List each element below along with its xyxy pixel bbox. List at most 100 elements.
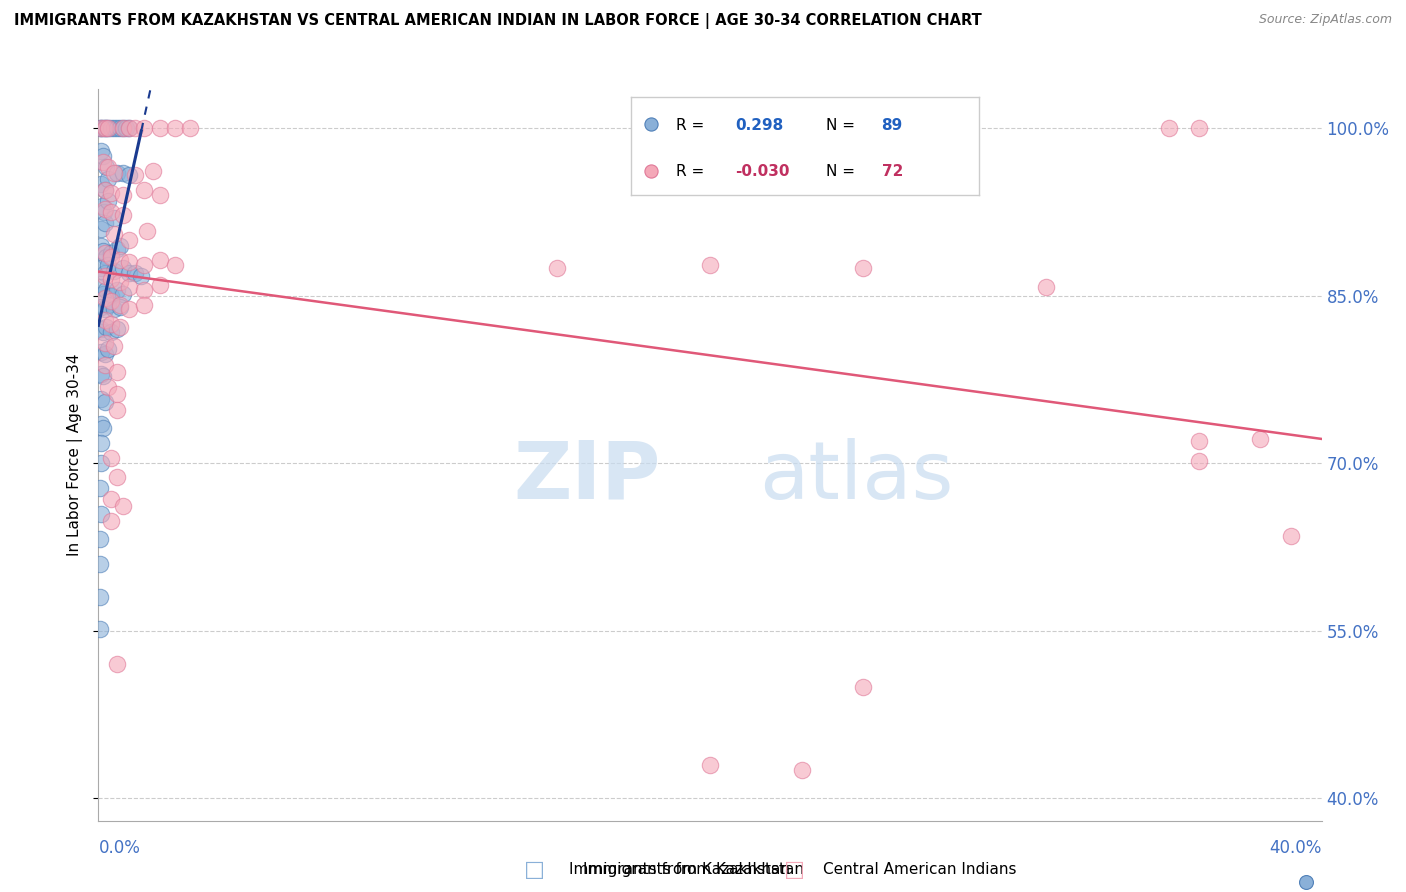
Point bbox=[103, 121, 125, 136]
Text: □: □ bbox=[785, 860, 804, 880]
Point bbox=[90, 121, 112, 136]
Point bbox=[91, 154, 114, 169]
Text: Immigrants from Kazakhstan: Immigrants from Kazakhstan bbox=[583, 863, 804, 877]
Point bbox=[108, 320, 131, 334]
Point bbox=[93, 313, 115, 327]
Point bbox=[91, 420, 114, 434]
Point bbox=[93, 358, 115, 372]
Point bbox=[105, 322, 128, 336]
Point bbox=[118, 121, 141, 136]
Point bbox=[90, 436, 112, 450]
Y-axis label: In Labor Force | Age 30-34: In Labor Force | Age 30-34 bbox=[67, 353, 83, 557]
Point bbox=[100, 250, 122, 264]
Point bbox=[134, 183, 156, 197]
Point bbox=[89, 121, 111, 136]
Point bbox=[93, 183, 115, 197]
Text: Source: ZipAtlas.com: Source: ZipAtlas.com bbox=[1258, 13, 1392, 27]
Point bbox=[105, 283, 128, 297]
Point bbox=[105, 242, 128, 256]
Point bbox=[103, 166, 125, 180]
Point bbox=[94, 283, 117, 297]
Point bbox=[108, 238, 131, 252]
Text: Central American Indians: Central American Indians bbox=[823, 863, 1017, 877]
Text: □: □ bbox=[524, 860, 544, 880]
Point bbox=[93, 347, 115, 361]
Point bbox=[105, 469, 128, 483]
Point bbox=[179, 121, 201, 136]
Point bbox=[134, 121, 156, 136]
Point bbox=[97, 343, 120, 357]
Point bbox=[111, 499, 134, 513]
Point bbox=[699, 757, 721, 772]
Point bbox=[1188, 121, 1211, 136]
Point bbox=[1279, 529, 1302, 543]
Point bbox=[129, 268, 152, 283]
Point bbox=[149, 121, 172, 136]
Point bbox=[90, 260, 112, 275]
Point bbox=[790, 764, 813, 778]
Point bbox=[100, 317, 122, 331]
Point bbox=[136, 224, 159, 238]
Point bbox=[699, 258, 721, 272]
Point bbox=[118, 280, 141, 294]
Point bbox=[163, 258, 186, 272]
Point bbox=[91, 121, 114, 136]
Point bbox=[90, 121, 112, 136]
Point bbox=[149, 253, 172, 268]
Point bbox=[103, 339, 125, 353]
Point bbox=[124, 121, 146, 136]
Point bbox=[100, 205, 122, 219]
Point bbox=[103, 264, 125, 278]
Point bbox=[115, 121, 138, 136]
Point bbox=[97, 258, 120, 272]
Point bbox=[97, 121, 120, 136]
Point bbox=[1188, 454, 1211, 468]
Point bbox=[118, 255, 141, 269]
Point bbox=[94, 320, 117, 334]
Point bbox=[89, 533, 111, 547]
Point bbox=[90, 280, 112, 294]
Point bbox=[105, 657, 128, 672]
Point bbox=[134, 258, 156, 272]
Point bbox=[97, 161, 120, 175]
Point bbox=[93, 335, 115, 350]
Point bbox=[93, 183, 115, 197]
Point bbox=[94, 161, 117, 175]
Point bbox=[90, 344, 112, 359]
Point bbox=[163, 121, 186, 136]
Point bbox=[91, 369, 114, 384]
Point bbox=[89, 622, 111, 636]
Point bbox=[100, 186, 122, 200]
Point bbox=[852, 260, 875, 275]
Point bbox=[103, 211, 125, 225]
Point bbox=[100, 514, 122, 528]
Point bbox=[111, 260, 134, 275]
Point bbox=[93, 267, 115, 281]
Point bbox=[118, 267, 141, 281]
Point bbox=[93, 205, 115, 219]
Point bbox=[90, 322, 112, 336]
Point bbox=[118, 121, 141, 136]
Point bbox=[94, 250, 117, 264]
Point bbox=[111, 286, 134, 301]
Point bbox=[91, 325, 114, 339]
Point bbox=[93, 121, 115, 136]
Text: IMMIGRANTS FROM KAZAKHSTAN VS CENTRAL AMERICAN INDIAN IN LABOR FORCE | AGE 30-34: IMMIGRANTS FROM KAZAKHSTAN VS CENTRAL AM… bbox=[14, 13, 981, 29]
Point bbox=[105, 365, 128, 379]
Point bbox=[111, 208, 134, 222]
Point bbox=[108, 300, 131, 314]
Point bbox=[100, 121, 122, 136]
Point bbox=[97, 171, 120, 186]
Point bbox=[90, 221, 112, 235]
Point bbox=[124, 267, 146, 281]
Point bbox=[100, 491, 122, 506]
Point bbox=[90, 456, 112, 470]
Point bbox=[90, 507, 112, 521]
Point bbox=[100, 294, 122, 309]
Point bbox=[94, 121, 117, 136]
Point bbox=[105, 402, 128, 417]
Point bbox=[105, 166, 128, 180]
Point bbox=[93, 202, 115, 216]
Point bbox=[100, 246, 122, 260]
Point bbox=[97, 298, 120, 312]
